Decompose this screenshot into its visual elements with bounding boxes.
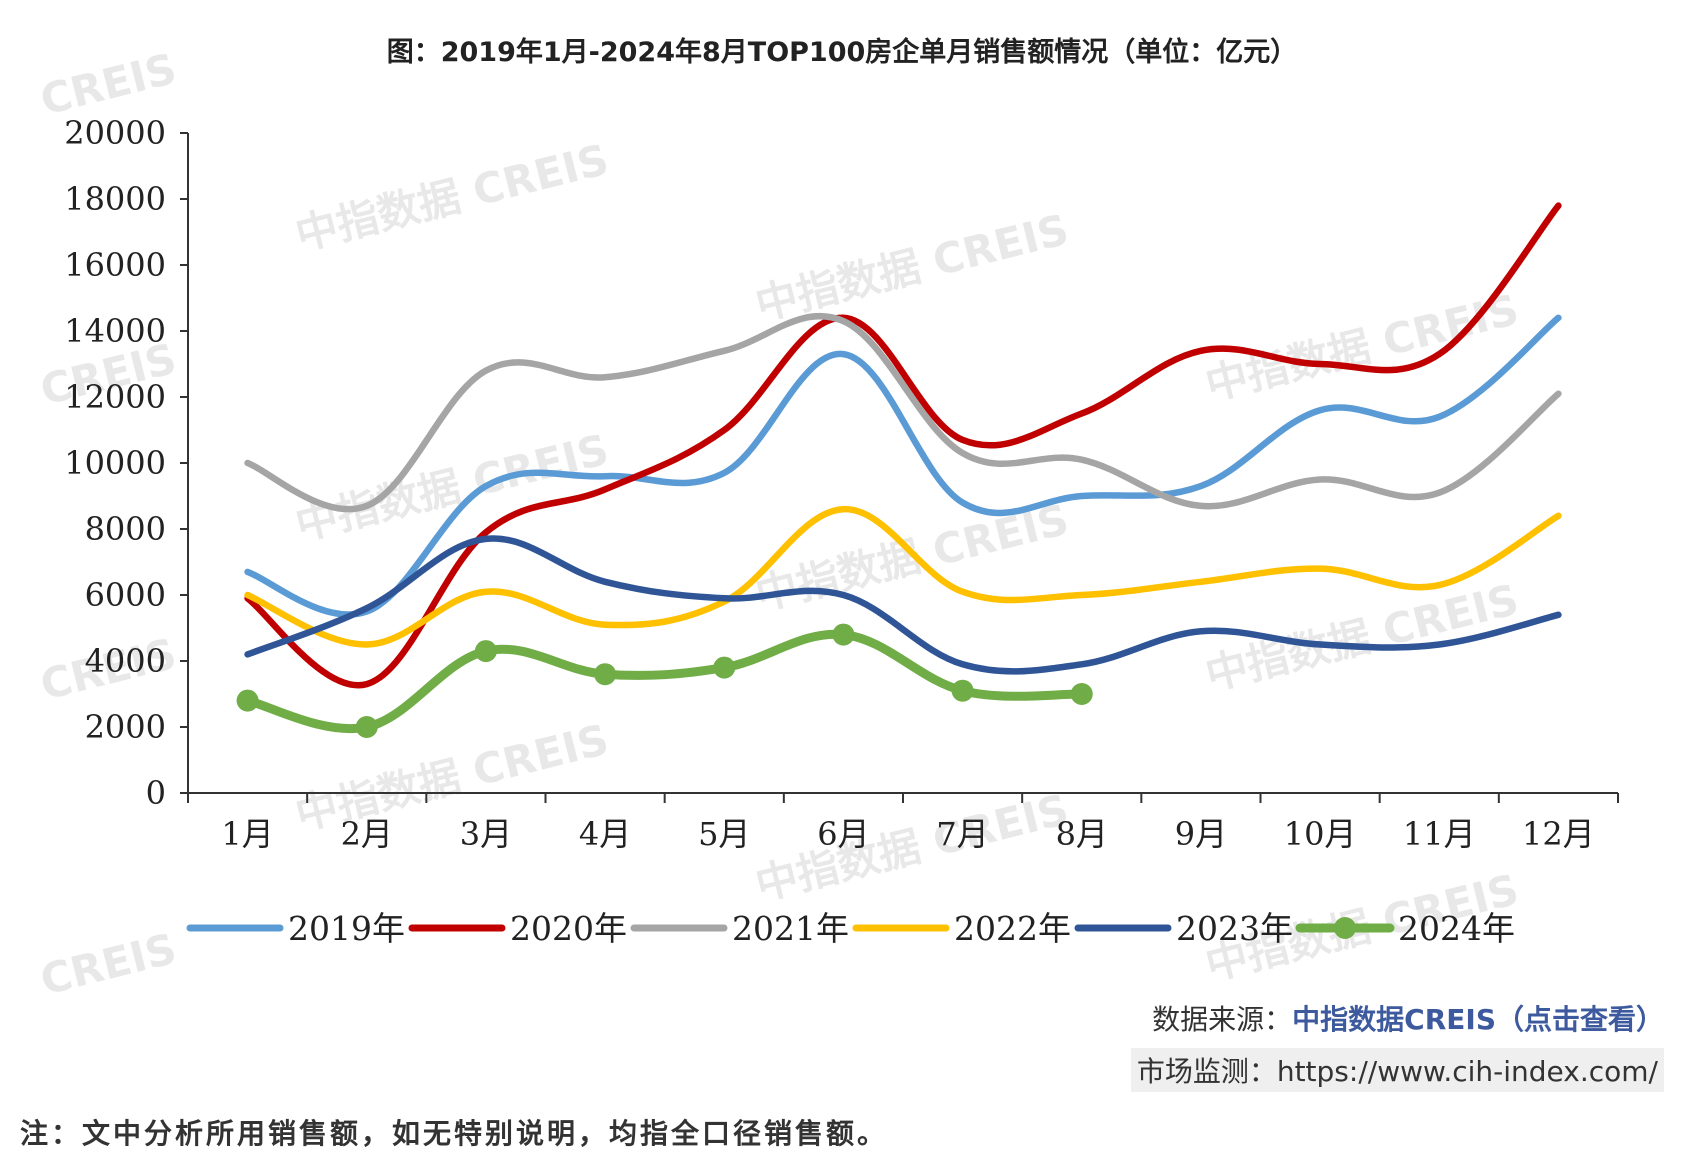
- watermarks: 中指数据 CREIS 中指数据 CREIS 中指数据 CREIS 中指数据 CREIS…: [36, 44, 1524, 1000]
- data-point-2024年: [355, 716, 378, 738]
- x-tick-label: 12月: [1522, 815, 1595, 853]
- x-tick-label: 2月: [341, 815, 393, 853]
- watermark-text: 中指数据 CREIS: [291, 715, 614, 840]
- x-tick-label: 1月: [221, 815, 273, 853]
- series-line-2021年: [244, 312, 1562, 513]
- y-tick-label: 14000: [64, 312, 166, 350]
- legend-label: 2020年: [510, 909, 627, 948]
- watermark-text: 中指数据 CREIS: [291, 425, 614, 550]
- series-line-2022年: [244, 505, 1562, 648]
- line-chart: 中指数据 CREIS 中指数据 CREIS 中指数据 CREIS 中指数据 CREIS…: [36, 44, 1619, 1000]
- y-tick-label: 6000: [85, 576, 166, 614]
- x-tick-label: 8月: [1056, 815, 1108, 853]
- legend: 2019年 2020年 2021年 2022年 2023年 2024年: [186, 909, 1515, 948]
- data-point-2024年: [713, 656, 736, 679]
- axes: 0 2000 4000 6000 8000 10000 12000 14000 16000 180…: [64, 114, 1619, 853]
- x-tick-label: 9月: [1175, 815, 1227, 853]
- chart-title: 图：2019年1月-2024年8月TOP100房企单月销售额情况（单位：亿元）: [386, 37, 1298, 68]
- watermark-text: CREIS: [36, 924, 181, 1000]
- data-point-2024年: [832, 623, 855, 646]
- data-source: 数据来源：中指数据CREIS（点击查看）: [1152, 998, 1664, 1038]
- y-tick-label: 4000: [85, 642, 166, 680]
- data-point-2024年: [236, 689, 259, 712]
- x-tick-label: 10月: [1284, 815, 1357, 853]
- legend-marker: [1334, 917, 1356, 939]
- y-tick-label: 16000: [64, 246, 166, 284]
- x-tick-label: 4月: [579, 815, 631, 853]
- legend-label: 2024年: [1398, 909, 1515, 948]
- data-point-2024年: [1070, 683, 1093, 705]
- source-label: 数据来源：: [1152, 1003, 1293, 1036]
- footnote: 注：文中分析所用销售额，如无特别说明，均指全口径销售额。: [20, 1117, 889, 1150]
- series-layer: [236, 202, 1562, 738]
- x-tick-label: 6月: [817, 815, 869, 853]
- watermark-text: 中指数据 CREIS: [751, 785, 1074, 910]
- watermark-text: CREIS: [36, 44, 181, 125]
- data-point-2024年: [474, 640, 497, 663]
- y-tick-label: 10000: [64, 444, 166, 482]
- y-tick-label: 20000: [64, 114, 166, 152]
- series-line-2024年: [243, 629, 1087, 733]
- series-line-2020年: [244, 202, 1562, 689]
- y-tick-label: 2000: [85, 708, 166, 746]
- y-tick-label: 12000: [64, 378, 166, 416]
- series-line-2019年: [244, 314, 1562, 618]
- x-tick-label: 11月: [1403, 815, 1476, 853]
- legend-label: 2022年: [954, 909, 1071, 948]
- x-tick-label: 5月: [698, 815, 750, 853]
- y-tick-label: 8000: [85, 510, 166, 548]
- legend-label: 2021年: [732, 909, 849, 948]
- data-point-2024年: [951, 679, 974, 702]
- x-tick-label: 3月: [460, 815, 512, 853]
- x-tick-label: 7月: [936, 815, 988, 853]
- series-line-2023年: [244, 535, 1562, 675]
- source-link[interactable]: 中指数据CREIS（点击查看）: [1292, 1003, 1664, 1036]
- watermark-text: 中指数据 CREIS: [751, 205, 1074, 330]
- watermark-text: 中指数据 CREIS: [291, 135, 614, 260]
- legend-label: 2019年: [288, 909, 405, 948]
- market-monitor-link[interactable]: 市场监测：https://www.cih-index.com/: [1130, 1048, 1664, 1092]
- watermark-text: 中指数据 CREIS: [1201, 285, 1524, 410]
- legend-label: 2023年: [1176, 909, 1293, 948]
- y-tick-label: 0: [146, 774, 166, 812]
- data-point-2024年: [594, 663, 617, 686]
- y-tick-label: 18000: [64, 180, 166, 218]
